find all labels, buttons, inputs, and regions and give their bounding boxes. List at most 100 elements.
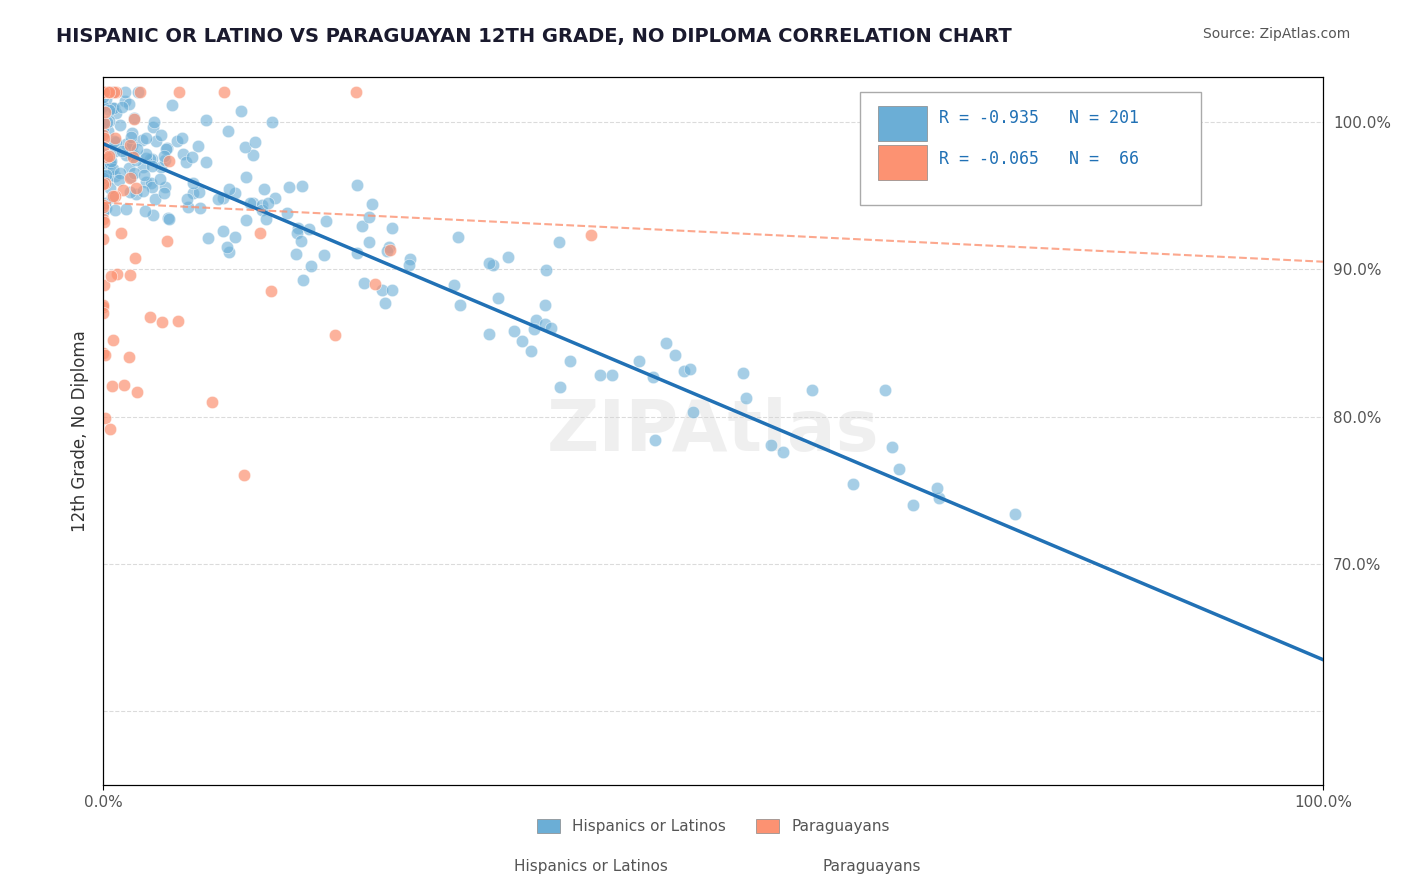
Point	[928, 491, 950, 506]
Point	[91, 128, 114, 142]
Point	[644, 434, 666, 448]
Point	[212, 223, 235, 237]
Point	[134, 204, 156, 219]
Point	[98, 156, 121, 170]
Point	[218, 244, 240, 259]
Point	[224, 229, 246, 244]
Point	[93, 85, 115, 99]
Point	[103, 134, 125, 148]
Point	[299, 259, 322, 273]
Point	[93, 85, 115, 99]
Point	[233, 467, 256, 482]
Point	[93, 176, 115, 190]
Y-axis label: 12th Grade, No Diploma: 12th Grade, No Diploma	[72, 330, 89, 533]
Point	[112, 182, 135, 196]
Point	[91, 346, 114, 360]
Point	[149, 128, 172, 143]
Point	[100, 154, 122, 169]
Point	[105, 106, 128, 120]
Point	[118, 268, 141, 283]
Point	[93, 115, 115, 129]
Point	[540, 320, 562, 334]
Point	[139, 152, 162, 166]
Point	[156, 211, 179, 226]
Point	[235, 213, 257, 227]
Point	[548, 380, 571, 394]
Point	[197, 231, 219, 245]
Point	[399, 252, 422, 267]
Point	[105, 85, 128, 99]
Point	[201, 395, 224, 409]
Point	[176, 155, 198, 169]
Point	[260, 115, 283, 129]
Point	[180, 150, 202, 164]
Point	[249, 226, 271, 240]
Point	[381, 283, 404, 297]
Point	[344, 85, 367, 99]
Point	[155, 142, 177, 156]
Point	[94, 411, 117, 425]
Point	[882, 440, 904, 454]
Point	[138, 310, 160, 324]
Point	[149, 172, 172, 186]
Point	[98, 421, 121, 435]
Point	[101, 161, 124, 176]
Point	[581, 228, 603, 243]
Point	[120, 185, 142, 199]
Point	[101, 101, 124, 115]
Point	[120, 141, 142, 155]
Point	[242, 196, 264, 211]
Point	[91, 156, 114, 170]
Point	[152, 315, 174, 329]
Point	[141, 180, 163, 194]
Point	[482, 258, 505, 272]
Point	[104, 202, 127, 217]
Point	[176, 193, 198, 207]
Point	[112, 377, 135, 392]
Point	[139, 177, 162, 191]
Point	[153, 186, 176, 200]
Point	[91, 300, 114, 314]
Point	[155, 235, 177, 249]
Point	[398, 258, 420, 272]
Point	[486, 291, 509, 305]
Point	[194, 113, 217, 128]
Point	[135, 130, 157, 145]
Point	[145, 192, 167, 206]
Point	[96, 150, 118, 164]
Point	[91, 306, 114, 320]
Point	[129, 85, 152, 99]
Text: R = -0.065   N =  66: R = -0.065 N = 66	[939, 150, 1139, 168]
Point	[155, 141, 177, 155]
Point	[257, 195, 280, 210]
Point	[141, 159, 163, 173]
Point	[91, 204, 114, 219]
Point	[260, 285, 283, 299]
Text: Paraguayans: Paraguayans	[823, 859, 921, 874]
Point	[217, 124, 239, 138]
Point	[131, 184, 153, 198]
Point	[91, 231, 114, 245]
Point	[364, 277, 387, 292]
Point	[378, 239, 401, 253]
Point	[93, 278, 115, 293]
Legend: Hispanics or Latinos, Paraguayans: Hispanics or Latinos, Paraguayans	[537, 819, 890, 834]
Point	[315, 213, 337, 227]
Point	[1004, 507, 1026, 521]
Point	[97, 124, 120, 138]
Point	[98, 103, 121, 117]
Point	[371, 283, 394, 297]
Point	[111, 101, 134, 115]
Point	[325, 328, 347, 343]
Point	[114, 136, 136, 151]
Point	[589, 368, 612, 382]
Point	[443, 278, 465, 293]
Point	[731, 367, 754, 381]
Point	[664, 348, 686, 362]
Point	[346, 178, 368, 193]
FancyBboxPatch shape	[877, 106, 927, 141]
Point	[100, 189, 122, 203]
Point	[96, 92, 118, 106]
Text: Source: ZipAtlas.com: Source: ZipAtlas.com	[1202, 27, 1350, 41]
Point	[875, 383, 897, 397]
